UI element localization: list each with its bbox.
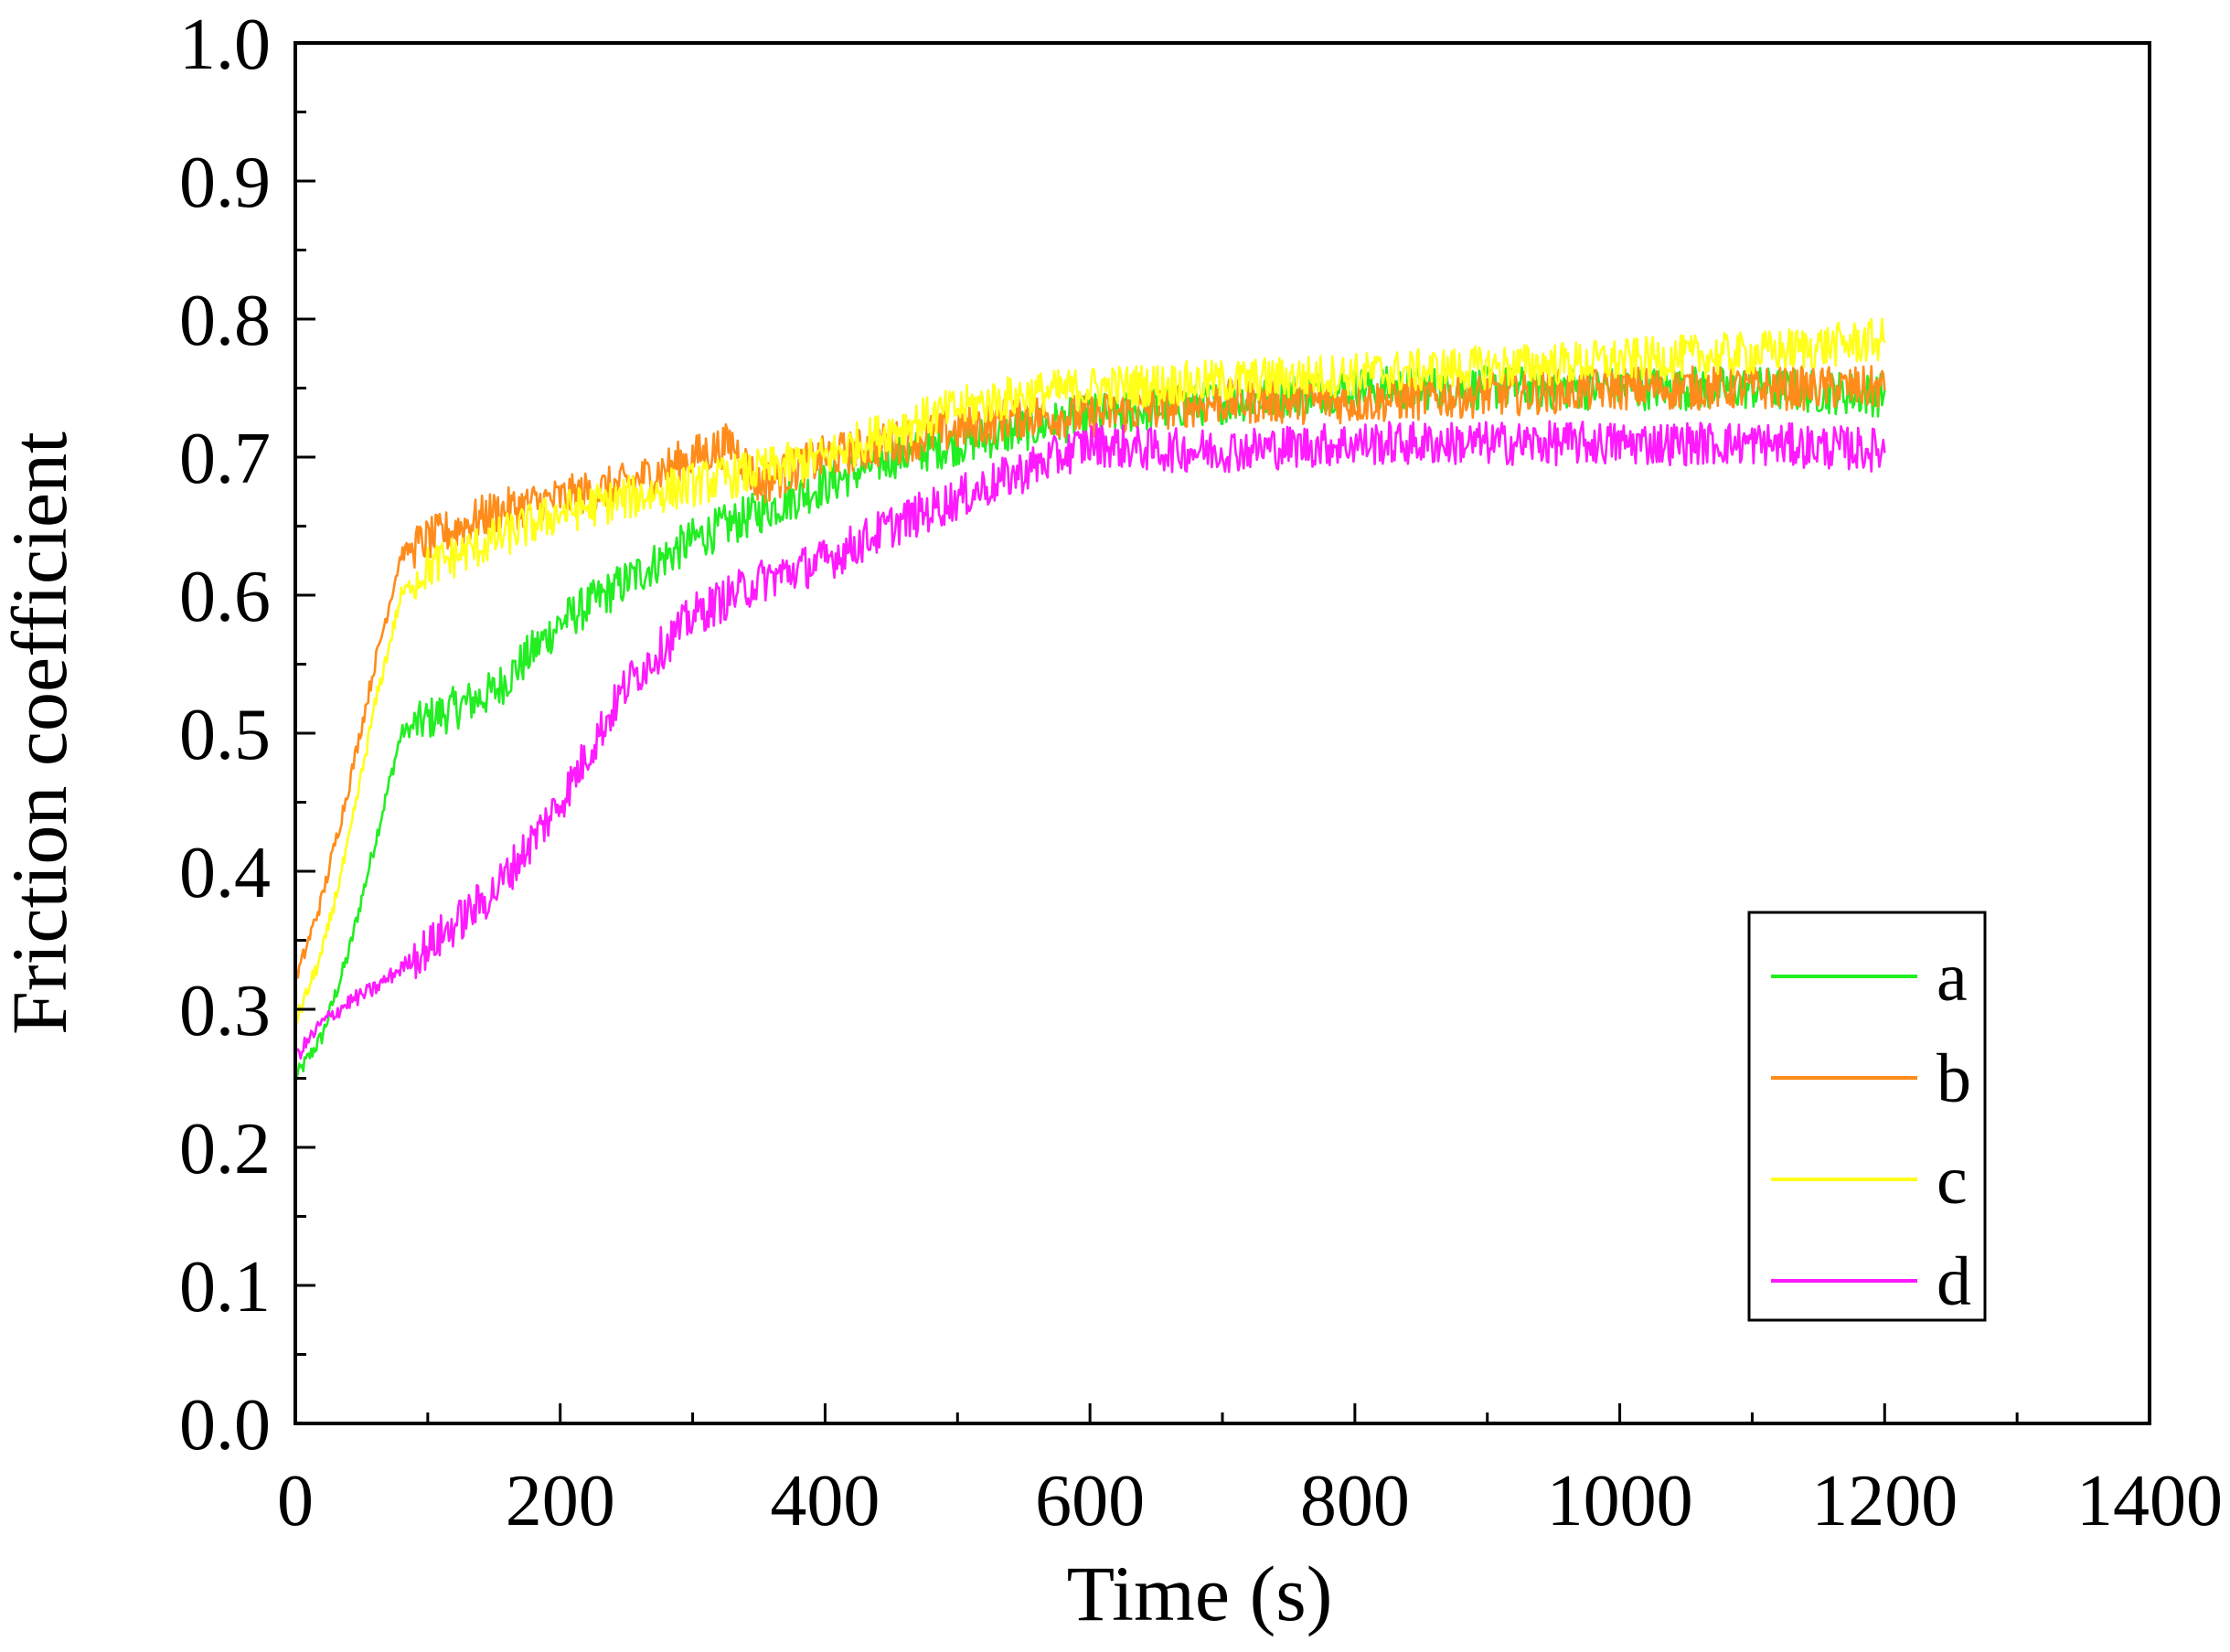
x-tick-label: 600 bbox=[1035, 1461, 1145, 1541]
legend-label-c: c bbox=[1937, 1142, 1968, 1219]
y-tick-label: 1.0 bbox=[179, 5, 271, 85]
y-tick-label: 0.9 bbox=[179, 143, 271, 223]
x-tick-label: 400 bbox=[770, 1461, 880, 1541]
y-tick-label: 0.8 bbox=[179, 281, 271, 361]
legend-label-d: d bbox=[1937, 1243, 1971, 1320]
x-tick-label: 0 bbox=[277, 1461, 314, 1541]
y-tick-label: 0.0 bbox=[179, 1385, 271, 1465]
legend-box bbox=[1747, 911, 1987, 1322]
x-tick-label: 200 bbox=[506, 1461, 615, 1541]
x-tick-label: 1000 bbox=[1547, 1461, 1693, 1541]
series-line-b bbox=[293, 365, 1886, 989]
series-line-c bbox=[294, 317, 1886, 1026]
legend-label-b: b bbox=[1937, 1040, 1971, 1117]
x-tick-label: 800 bbox=[1300, 1461, 1410, 1541]
y-tick-label: 0.4 bbox=[179, 833, 271, 913]
x-tick-label: 1200 bbox=[1811, 1461, 1958, 1541]
x-axis-title: Time (s) bbox=[1067, 1550, 1333, 1637]
ticks-layer: 0 200 400 600 800 1000 1200 1400 0.0 0.1 0.2 0.3 0.4… bbox=[179, 5, 2223, 1541]
y-tick-label: 0.5 bbox=[179, 695, 271, 775]
y-tick-label: 0.6 bbox=[179, 557, 271, 637]
series-line-d bbox=[293, 420, 1886, 1063]
series-layer bbox=[293, 317, 1886, 1082]
y-tick-label: 0.2 bbox=[179, 1109, 271, 1189]
y-tick-label: 0.3 bbox=[179, 971, 271, 1051]
y-tick-label: 0.7 bbox=[179, 419, 271, 499]
y-axis-title: Friction coefficient bbox=[0, 432, 83, 1035]
legend-label-a: a bbox=[1937, 939, 1968, 1016]
y-tick-label: 0.1 bbox=[179, 1247, 271, 1327]
x-tick-label: 1400 bbox=[2076, 1461, 2223, 1541]
